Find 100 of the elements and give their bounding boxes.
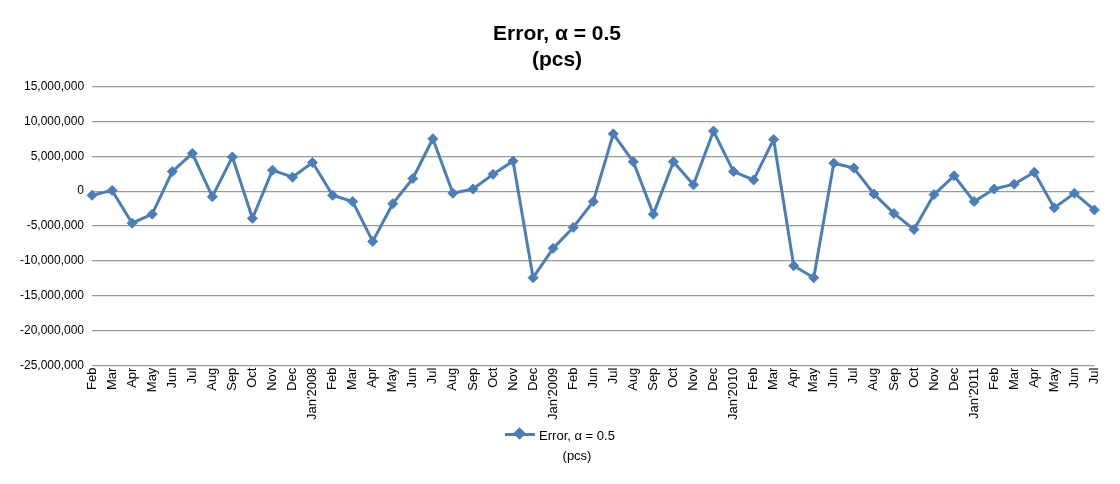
point bbox=[367, 235, 379, 247]
x-tick-label: Apr bbox=[1025, 366, 1041, 388]
x-tick-label: Aug bbox=[444, 367, 460, 391]
point bbox=[527, 272, 539, 284]
y-tick-label: -15,000,000 bbox=[19, 288, 85, 303]
point bbox=[347, 196, 359, 208]
point bbox=[808, 272, 820, 284]
x-tick-label: Oct bbox=[905, 367, 921, 388]
x-tick-label: Jun bbox=[163, 367, 179, 389]
point bbox=[146, 208, 158, 220]
x-tick-label: Apr bbox=[364, 366, 380, 388]
point bbox=[988, 183, 1000, 195]
point bbox=[327, 189, 339, 201]
x-tick-label: May bbox=[384, 367, 400, 393]
y-tick-label: 15,000,000 bbox=[23, 78, 85, 93]
y-tick-label: 0 bbox=[77, 183, 85, 198]
point bbox=[447, 187, 459, 199]
x-tick-label: Sep bbox=[885, 367, 901, 391]
x-tick-label: Jan'2009 bbox=[544, 367, 560, 421]
x-tick-label: Mar bbox=[765, 366, 781, 391]
y-tick-label: -10,000,000 bbox=[19, 253, 85, 268]
point bbox=[166, 166, 178, 178]
x-tick-label: Jul bbox=[183, 367, 199, 385]
point bbox=[567, 221, 579, 233]
point bbox=[86, 189, 98, 201]
point bbox=[667, 156, 679, 168]
x-tick-label: Jan'2008 bbox=[304, 367, 320, 421]
x-tick-label: Feb bbox=[985, 367, 1001, 391]
x-tick-label: Jun bbox=[584, 367, 600, 389]
point bbox=[828, 157, 840, 169]
point bbox=[487, 168, 499, 180]
point bbox=[928, 189, 940, 201]
point bbox=[948, 170, 960, 182]
x-tick-label: Mar bbox=[344, 366, 360, 391]
x-tick-label: Nov bbox=[685, 367, 701, 391]
x-tick-label: Nov bbox=[925, 367, 941, 391]
point bbox=[427, 133, 439, 145]
point bbox=[307, 156, 319, 168]
x-tick-label: Jun bbox=[825, 367, 841, 389]
point bbox=[908, 224, 920, 236]
point bbox=[467, 183, 479, 195]
point bbox=[407, 173, 419, 185]
x-tick-label: May bbox=[143, 367, 159, 393]
x-tick-label: Apr bbox=[785, 366, 801, 388]
x-tick-label: Jan'2011 bbox=[965, 367, 981, 420]
x-tick-label: Dec bbox=[945, 367, 961, 391]
x-tick-label: Nov bbox=[264, 367, 280, 391]
x-tick-label: Aug bbox=[865, 367, 881, 391]
point bbox=[1088, 204, 1100, 216]
point bbox=[888, 207, 900, 219]
x-tick-label: Mar bbox=[103, 366, 119, 391]
x-tick-label: Jun bbox=[404, 367, 420, 389]
chart-title: Error, α = 0.5 (pcs) bbox=[493, 21, 622, 70]
point bbox=[1008, 178, 1020, 190]
x-tick-label: Aug bbox=[203, 367, 219, 391]
point bbox=[1028, 166, 1040, 178]
point bbox=[728, 166, 740, 178]
point bbox=[287, 171, 299, 183]
x-tick-label: Jul bbox=[845, 367, 861, 385]
y-tick-label: 10,000,000 bbox=[23, 113, 85, 128]
point bbox=[848, 162, 860, 174]
point bbox=[266, 164, 278, 176]
point bbox=[206, 191, 218, 203]
point bbox=[788, 260, 800, 272]
x-tick-label: Dec bbox=[524, 367, 540, 391]
point bbox=[1068, 187, 1080, 199]
x-tick-label: Jul bbox=[604, 367, 620, 385]
point bbox=[1048, 202, 1060, 214]
x-tick-label: Sep bbox=[464, 367, 480, 391]
y-tick-label: 5,000,000 bbox=[30, 148, 85, 163]
x-tick-label: Nov bbox=[504, 367, 520, 391]
x-tick-label: Dec bbox=[284, 367, 300, 391]
x-tick-label: Jul bbox=[1085, 367, 1101, 385]
point bbox=[647, 208, 659, 220]
point bbox=[968, 196, 980, 208]
x-tick-label: Feb bbox=[83, 367, 99, 391]
x-tick-label: Oct bbox=[664, 367, 680, 388]
point bbox=[687, 179, 699, 191]
point bbox=[547, 242, 559, 254]
x-tick-label: Mar bbox=[1005, 366, 1021, 391]
y-tick-label: -5,000,000 bbox=[26, 218, 85, 233]
y-tick-label: -20,000,000 bbox=[19, 323, 85, 338]
x-tick-label: Sep bbox=[644, 367, 660, 391]
x-tick-label: Feb bbox=[324, 367, 340, 391]
legend-label: Error, α = 0.5 (pcs) bbox=[539, 427, 615, 465]
x-tick-label: Aug bbox=[624, 367, 640, 391]
point bbox=[748, 174, 760, 186]
point bbox=[507, 155, 519, 167]
x-tick-label: Jan'2010 bbox=[725, 367, 741, 421]
x-tick-label: Jul bbox=[424, 367, 440, 385]
x-tick-label: Feb bbox=[745, 367, 761, 391]
x-tick-label: Oct bbox=[484, 367, 500, 388]
point bbox=[627, 156, 639, 168]
point bbox=[387, 198, 399, 210]
x-tick-label: May bbox=[805, 367, 821, 393]
point bbox=[246, 212, 258, 224]
x-tick-label: Jun bbox=[1065, 367, 1081, 389]
point bbox=[126, 217, 138, 229]
point bbox=[607, 128, 619, 140]
point bbox=[868, 188, 880, 200]
